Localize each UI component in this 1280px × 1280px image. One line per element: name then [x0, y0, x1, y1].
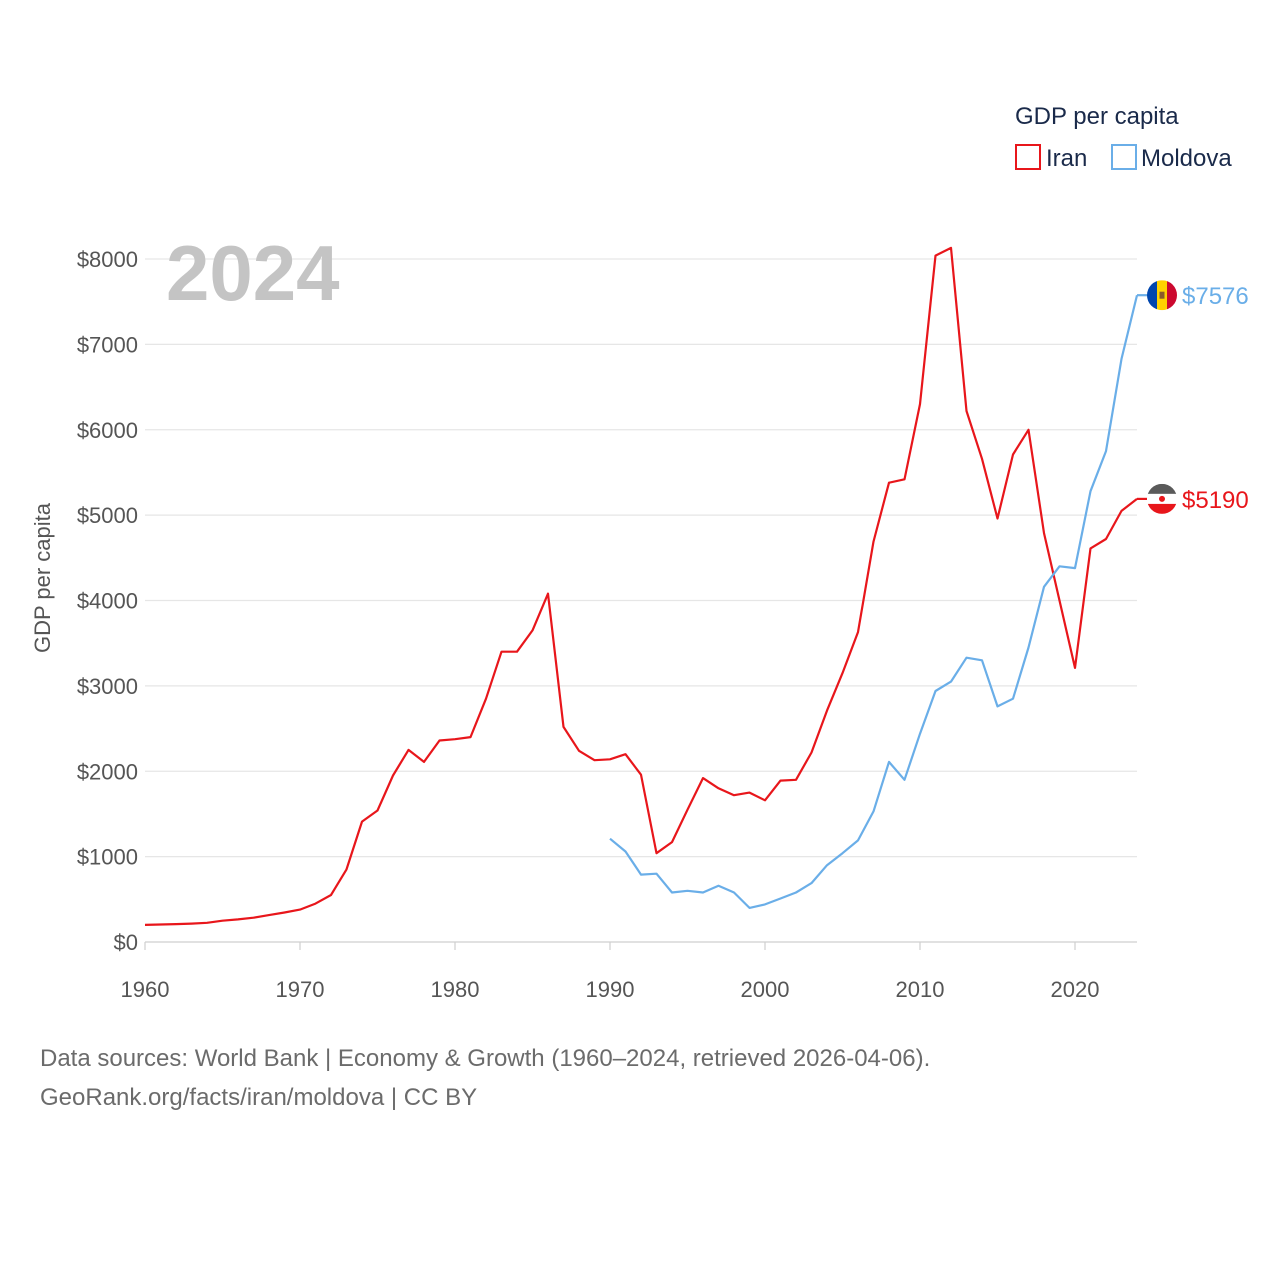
- legend-label-iran: Iran: [1046, 145, 1087, 172]
- legend-title: GDP per capita: [1015, 103, 1179, 130]
- y-tick-label: $5000: [77, 503, 138, 528]
- footer-sources: Data sources: World Bank | Economy & Gro…: [40, 1045, 931, 1072]
- y-axis-title: GDP per capita: [30, 502, 55, 653]
- y-tick-label: $7000: [77, 332, 138, 357]
- legend-item-moldova[interactable]: Moldova: [1111, 144, 1232, 172]
- series-lines: [143, 246, 1139, 927]
- legend-swatch-moldova: [1111, 144, 1137, 170]
- end-value-label-moldova: $7576: [1182, 283, 1249, 310]
- x-tick-label: 1960: [121, 977, 170, 1002]
- y-tick-label: $0: [114, 930, 138, 955]
- footer-attribution[interactable]: GeoRank.org/facts/iran/moldova | CC BY: [40, 1084, 478, 1111]
- grid: [145, 258, 1137, 943]
- legend-swatch-iran: [1015, 144, 1041, 170]
- x-tick-label: 1980: [431, 977, 480, 1002]
- iran-flag-icon: [1147, 483, 1177, 514]
- y-tick-label: $8000: [77, 247, 138, 272]
- moldova-flag-icon: [1147, 280, 1177, 311]
- series-endpoints: $5190 $7576: [1137, 280, 1249, 514]
- year-label: 2024: [166, 229, 340, 317]
- legend-item-iran[interactable]: Iran: [1015, 144, 1087, 172]
- y-tick-label: $3000: [77, 674, 138, 699]
- x-tick-label: 2000: [741, 977, 790, 1002]
- series-line-iran[interactable]: [144, 246, 1138, 926]
- legend-label-moldova: Moldova: [1141, 145, 1232, 172]
- y-tick-label: $2000: [77, 759, 138, 784]
- x-tick-label: 2020: [1051, 977, 1100, 1002]
- legend: GDP per capita Iran Moldova: [1015, 103, 1232, 172]
- y-tick-label: $6000: [77, 418, 138, 443]
- y-tick-label: $1000: [77, 845, 138, 870]
- end-value-label-iran: $5190: [1182, 487, 1249, 514]
- series-line-moldova[interactable]: [609, 294, 1139, 909]
- x-tick-label: 1990: [586, 977, 635, 1002]
- y-tick-label: $4000: [77, 589, 138, 614]
- x-tick-label: 2010: [896, 977, 945, 1002]
- y-axis: $0 $1000 $2000 $3000 $4000 $5000 $6000 $7000 $80…: [77, 247, 138, 955]
- x-tick-label: 1970: [276, 977, 325, 1002]
- series-points-iran: [143, 246, 1139, 927]
- x-axis: 1960 1970 1980 1990 2000 2010 2020: [121, 942, 1100, 1002]
